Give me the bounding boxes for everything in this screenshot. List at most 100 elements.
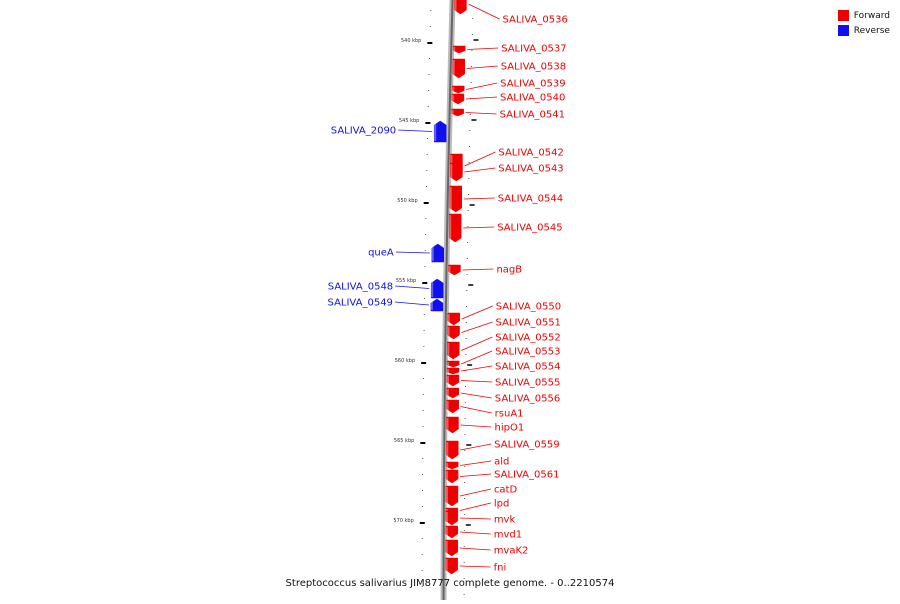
gene-leader-line <box>461 305 493 320</box>
gene-label: SALIVA_0543 <box>498 164 563 175</box>
gene-leader-line <box>460 424 492 428</box>
tick-dot <box>471 50 473 51</box>
gene-label: SALIVA_0540 <box>500 93 565 104</box>
tick-dot <box>428 58 430 59</box>
gene-leader-line <box>460 350 493 365</box>
tick-dot <box>472 18 474 19</box>
gene-arrow <box>445 485 459 507</box>
gene-arrow <box>445 469 459 484</box>
gene-label: SALIVA_0553 <box>495 347 560 358</box>
legend-label: Forward <box>853 10 890 21</box>
tick-dot <box>468 162 470 163</box>
tick-dot <box>424 250 426 251</box>
gene-arrow <box>445 510 459 526</box>
backbone-line <box>442 0 454 604</box>
tick-dot <box>421 506 423 507</box>
tick-dot <box>467 210 469 211</box>
gene-leader-line <box>460 406 492 414</box>
gene-label: fni <box>494 563 507 574</box>
gene-arrow <box>445 461 459 470</box>
gene-arrow <box>431 243 445 263</box>
tick-dot <box>464 434 466 435</box>
reverse-swatch <box>837 25 849 36</box>
gene-leader-line <box>460 365 493 372</box>
gene-label: rsuA1 <box>495 409 524 420</box>
tick-dot <box>421 586 423 587</box>
tick-dot <box>422 378 424 379</box>
kbp-tick-label: 570 kbp <box>393 518 413 524</box>
tick-dot <box>463 578 465 579</box>
kbp-tick-label: 555 kbp <box>396 278 416 284</box>
tick-dot <box>471 34 473 35</box>
gene-label: SALIVA_0552 <box>495 333 560 344</box>
legend: Forward Reverse <box>837 8 890 38</box>
gene-leader-line <box>459 547 491 551</box>
tick-dot <box>422 474 424 475</box>
tick-dot <box>421 490 423 491</box>
tick-dot <box>469 130 471 131</box>
tick-dot <box>467 242 469 243</box>
gene-leader-line <box>462 268 494 271</box>
tick-dot <box>422 426 424 427</box>
gene-label: SALIVA_0554 <box>495 362 560 373</box>
gene-arrow <box>446 374 460 387</box>
gene-arrow <box>451 85 465 94</box>
gene-leader-line <box>460 380 492 383</box>
tick-dot <box>464 386 466 387</box>
gene-leader-line <box>460 392 492 399</box>
tick-dot <box>466 258 468 259</box>
gene-label: hipO1 <box>494 423 524 434</box>
gene-arrow <box>446 387 460 399</box>
gene-label: SALIVA_0545 <box>497 223 562 234</box>
gene-leader-line <box>467 47 499 50</box>
gene-leader-line <box>460 460 492 466</box>
tick-dot <box>465 354 467 355</box>
gene-leader-line <box>395 285 430 289</box>
gene-leader-line <box>394 301 429 306</box>
gene-label: SALIVA_0538 <box>501 62 566 73</box>
gene-label: SALIVA_0556 <box>495 394 560 405</box>
tick-dot <box>466 290 468 291</box>
gene-arrow <box>447 325 460 340</box>
gene-leader-line <box>459 531 491 535</box>
tick-dot <box>422 394 424 395</box>
gene-label: lpd <box>494 499 509 510</box>
tick-dot <box>463 498 465 499</box>
genome-caption: Streptococcus salivarius JIM8777 complet… <box>285 578 615 589</box>
gene-arrow <box>445 539 458 557</box>
gene-arrow <box>452 58 465 79</box>
gene-leader-line <box>465 96 497 100</box>
gene-leader-line <box>460 473 492 477</box>
tick-dot <box>423 330 425 331</box>
tick-dot <box>463 530 465 531</box>
tick-dot <box>425 234 427 235</box>
tick-dot <box>464 466 466 467</box>
tick-dot <box>465 338 467 339</box>
gene-label: SALIVA_0537 <box>501 44 566 55</box>
gene-arrow <box>446 360 460 368</box>
tick-dot <box>464 402 466 403</box>
gene-arrow <box>447 341 460 360</box>
tick-dot <box>463 562 465 563</box>
gene-arrow <box>448 213 462 243</box>
tick-dot <box>469 146 471 147</box>
gene-arrow <box>450 162 463 182</box>
tick-dot <box>469 114 471 115</box>
gene-arrow <box>430 278 444 299</box>
legend-item-reverse: Reverse <box>837 23 890 38</box>
tick-dot <box>423 314 425 315</box>
gene-label: SALIVA_0559 <box>494 440 559 451</box>
gene-leader-line <box>465 112 497 115</box>
gene-label: SALIVA_0544 <box>498 194 563 205</box>
gene-leader-line <box>459 565 491 568</box>
kbp-tick-label: 540 kbp <box>401 38 421 44</box>
tick-dot <box>429 26 431 27</box>
gene-arrow <box>449 185 462 213</box>
tick-dot <box>466 274 468 275</box>
gene-label: SALIVA_0536 <box>502 15 567 26</box>
tick-dot <box>427 106 429 107</box>
gene-label: mvk <box>494 515 516 526</box>
gene-leader-line <box>463 226 495 229</box>
